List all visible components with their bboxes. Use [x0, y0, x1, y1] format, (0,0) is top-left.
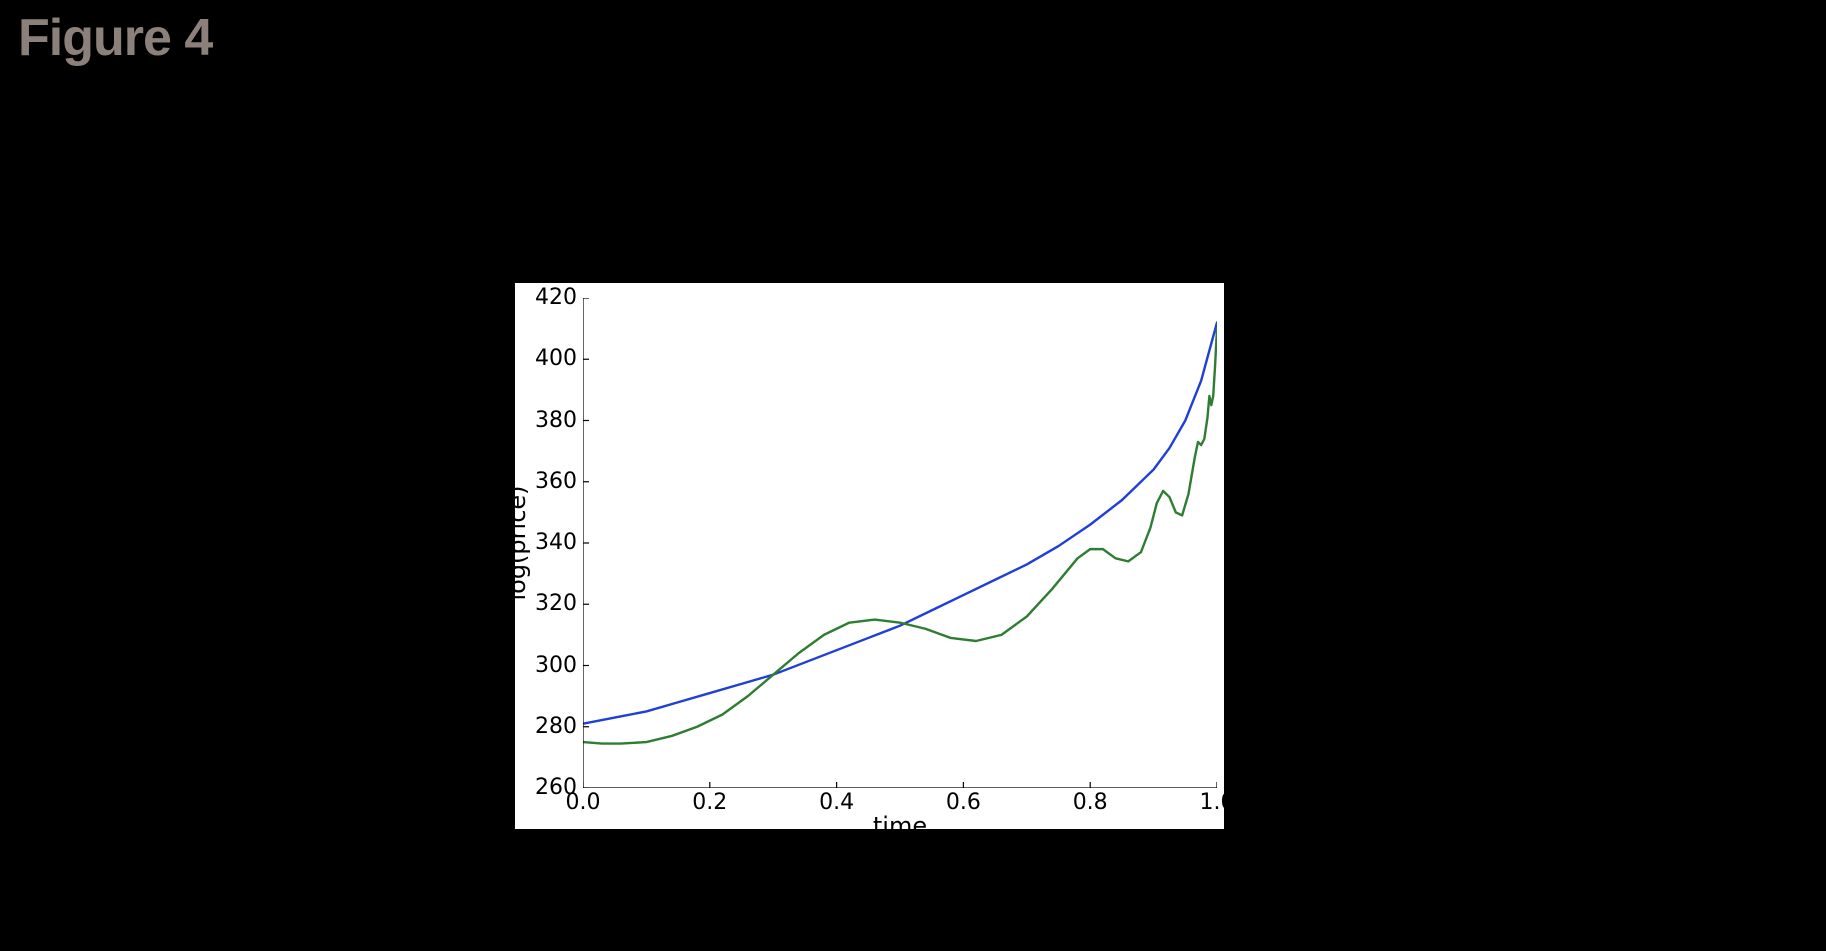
y-tick-label: 300 [535, 655, 577, 677]
series-trend [583, 323, 1217, 724]
y-axis-label: log(price) [505, 485, 529, 600]
y-tick-label: 420 [535, 287, 577, 309]
plot-area [583, 298, 1217, 788]
x-tick-label: 0.8 [1073, 792, 1108, 814]
x-tick-label: 0.4 [819, 792, 854, 814]
y-tick-label: 280 [535, 716, 577, 738]
series-oscillating [583, 329, 1217, 744]
y-tick-label: 340 [535, 532, 577, 554]
chart-svg [583, 298, 1217, 788]
y-tick-label: 380 [535, 410, 577, 432]
y-tick-label: 320 [535, 593, 577, 615]
x-tick-label: 0.6 [946, 792, 981, 814]
y-tick-label: 400 [535, 348, 577, 370]
figure-title: Figure 4 [18, 8, 212, 68]
chart-panel: log(price) time 0.00.20.40.60.81.0260280… [515, 283, 1224, 829]
x-axis-label: time [873, 814, 927, 838]
x-tick-label: 0.2 [692, 792, 727, 814]
y-tick-label: 260 [535, 777, 577, 799]
x-tick-label: 1.0 [1200, 792, 1235, 814]
y-tick-label: 360 [535, 471, 577, 493]
